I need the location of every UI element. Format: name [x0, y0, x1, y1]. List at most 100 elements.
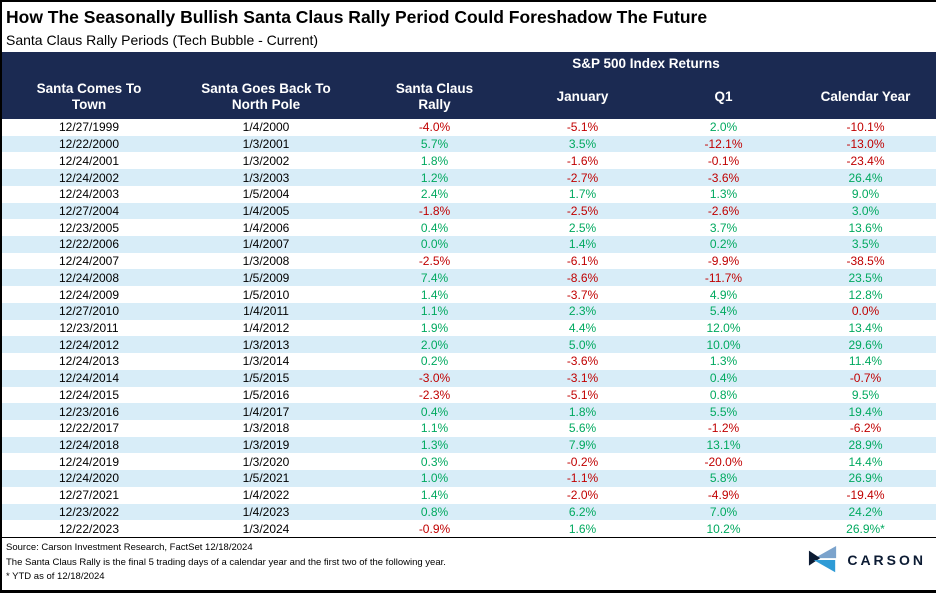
cell-return-value: 1.8%: [568, 404, 597, 419]
cell-santa-goes-back: 1/3/2003: [242, 170, 290, 185]
table-row: 12/23/2005 1/4/2006 0.4% 2.5% 3.7% 13.6%: [2, 219, 936, 237]
cell-return-value: 1.2%: [420, 170, 449, 185]
cell-return-value: -3.7%: [566, 287, 599, 302]
cell-return-value: -2.5%: [418, 254, 451, 269]
table-row: 12/22/2017 1/3/2018 1.1% 5.6% -1.2% -6.2%: [2, 419, 936, 437]
cell-return-value: 26.4%: [848, 170, 883, 185]
table-row: 12/27/2021 1/4/2022 1.4% -2.0% -4.9% -19.4%: [2, 486, 936, 504]
cell-return-value: 2.4%: [420, 187, 449, 202]
cell-return-value: 0.2%: [420, 354, 449, 369]
cell-return-value: 14.4%: [848, 454, 883, 469]
cell-santa-goes-back: 1/4/2007: [242, 237, 290, 252]
cell-return-value: 1.4%: [568, 237, 597, 252]
cell-return-value: -1.6%: [566, 153, 599, 168]
cell-return-value: -1.8%: [418, 203, 451, 218]
table-row: 12/22/2006 1/4/2007 0.0% 1.4% 0.2% 3.5%: [2, 236, 936, 253]
cell-return-value: 12.0%: [706, 320, 741, 335]
cell-return-value: 12.8%: [848, 287, 883, 302]
cell-return-value: 2.0%: [709, 120, 738, 135]
cell-return-value: 1.4%: [420, 287, 449, 302]
table-row: 12/23/2022 1/4/2023 0.8% 6.2% 7.0% 24.2%: [2, 503, 936, 521]
cell-return-value: -8.6%: [566, 270, 599, 285]
cell-return-value: 2.3%: [568, 304, 597, 319]
cell-return-value: -0.2%: [566, 454, 599, 469]
column-header-santa-goes-back-to-north-pole: Santa Goes Back To North Pole: [201, 80, 331, 112]
cell-return-value: 2.5%: [568, 220, 597, 235]
cell-return-value: 5.4%: [709, 304, 738, 319]
cell-return-value: -0.1%: [707, 153, 740, 168]
table-row: 12/24/2013 1/3/2014 0.2% -3.6% 1.3% 11.4%: [2, 353, 936, 370]
cell-return-value: -12.1%: [704, 137, 743, 152]
table-row: 12/24/2002 1/3/2003 1.2% -2.7% -3.6% 26.4%: [2, 169, 936, 186]
cell-return-value: 3.0%: [851, 203, 880, 218]
column-header-calendar-year: Calendar Year: [820, 88, 911, 104]
table-row: 12/27/1999 1/4/2000 -4.0% -5.1% 2.0% -10.1%: [2, 119, 936, 136]
cell-return-value: 29.6%: [848, 337, 883, 352]
carson-logo-text: CARSON: [847, 552, 926, 568]
cell-return-value: -2.3%: [418, 387, 451, 402]
cell-santa-goes-back: 1/3/2024: [242, 521, 290, 536]
cell-santa-comes-to-town: 12/27/2004: [58, 203, 120, 218]
cell-santa-goes-back: 1/5/2009: [242, 270, 290, 285]
cell-santa-comes-to-town: 12/24/2002: [58, 170, 120, 185]
cell-santa-goes-back: 1/3/2019: [242, 438, 290, 453]
column-header-santa-comes-to-town: Santa Comes To Town: [36, 80, 142, 112]
table-row: 12/22/2000 1/3/2001 5.7% 3.5% -12.1% -13.0%: [2, 135, 936, 153]
cell-return-value: 0.8%: [709, 387, 738, 402]
cell-return-value: 1.8%: [420, 153, 449, 168]
cell-return-value: 1.3%: [709, 354, 738, 369]
cell-return-value: 11.4%: [848, 354, 883, 369]
cell-return-value: -13.0%: [846, 137, 885, 152]
cell-return-value: -23.4%: [846, 153, 885, 168]
cell-return-value: 26.9%*: [846, 521, 885, 536]
cell-santa-comes-to-town: 12/24/2009: [58, 287, 120, 302]
group-header-row: S&P 500 Index Returns: [2, 52, 936, 74]
cell-return-value: 0.3%: [420, 454, 449, 469]
cell-return-value: -4.0%: [418, 120, 451, 135]
cell-santa-comes-to-town: 12/22/2023: [58, 521, 120, 536]
cell-return-value: 10.2%: [706, 521, 741, 536]
cell-return-value: 1.7%: [568, 187, 597, 202]
cell-santa-goes-back: 1/5/2010: [242, 287, 290, 302]
table-row: 12/24/2001 1/3/2002 1.8% -1.6% -0.1% -23.4%: [2, 152, 936, 170]
cell-santa-comes-to-town: 12/22/2000: [58, 137, 120, 152]
cell-return-value: -9.9%: [707, 254, 740, 269]
cell-return-value: 1.1%: [420, 421, 449, 436]
cell-santa-comes-to-town: 12/24/2020: [58, 471, 120, 486]
footer-notes: Source: Carson Investment Research, Fact…: [2, 538, 936, 585]
cell-santa-comes-to-town: 12/24/2003: [58, 187, 120, 202]
cell-return-value: 0.4%: [420, 404, 449, 419]
cell-santa-comes-to-town: 12/23/2011: [59, 320, 119, 335]
cell-santa-comes-to-town: 12/24/2014: [58, 371, 120, 386]
cell-return-value: -3.1%: [566, 371, 599, 386]
cell-santa-comes-to-town: 12/23/2016: [58, 404, 120, 419]
cell-return-value: 7.9%: [568, 438, 597, 453]
table-row: 12/24/2012 1/3/2013 2.0% 5.0% 10.0% 29.6%: [2, 336, 936, 354]
cell-return-value: -1.1%: [566, 471, 599, 486]
table-row: 12/24/2003 1/5/2004 2.4% 1.7% 1.3% 9.0%: [2, 185, 936, 203]
cell-santa-comes-to-town: 12/22/2017: [58, 421, 120, 436]
cell-return-value: 26.9%: [848, 471, 883, 486]
table-row: 12/24/2014 1/5/2015 -3.0% -3.1% 0.4% -0.7%: [2, 369, 936, 387]
cell-return-value: -3.6%: [566, 354, 599, 369]
cell-return-value: 0.0%: [851, 304, 880, 319]
cell-return-value: -2.6%: [707, 203, 740, 218]
cell-santa-comes-to-town: 12/27/2010: [58, 304, 120, 319]
cell-return-value: 28.9%: [848, 438, 883, 453]
cell-santa-goes-back: 1/4/2022: [242, 488, 290, 503]
column-header-santa-claus-rally: Santa Claus Rally: [395, 80, 474, 112]
table-row: 12/23/2011 1/4/2012 1.9% 4.4% 12.0% 13.4%: [2, 319, 936, 337]
cell-return-value: 4.9%: [709, 287, 738, 302]
table-row: 12/22/2023 1/3/2024 -0.9% 1.6% 10.2% 26.9%*: [2, 520, 936, 537]
cell-return-value: -10.1%: [846, 120, 885, 135]
column-headers-row: Santa Comes To Town Santa Goes Back To Nort…: [2, 74, 936, 119]
cell-return-value: -0.7%: [849, 371, 882, 386]
cell-santa-goes-back: 1/3/2014: [242, 354, 290, 369]
table-footer: Source: Carson Investment Research, Fact…: [2, 537, 936, 590]
cell-santa-goes-back: 1/5/2015: [242, 371, 290, 386]
cell-santa-goes-back: 1/4/2006: [242, 220, 290, 235]
cell-return-value: -6.2%: [849, 421, 882, 436]
cell-return-value: -38.5%: [846, 254, 885, 269]
cell-return-value: -2.5%: [566, 203, 599, 218]
